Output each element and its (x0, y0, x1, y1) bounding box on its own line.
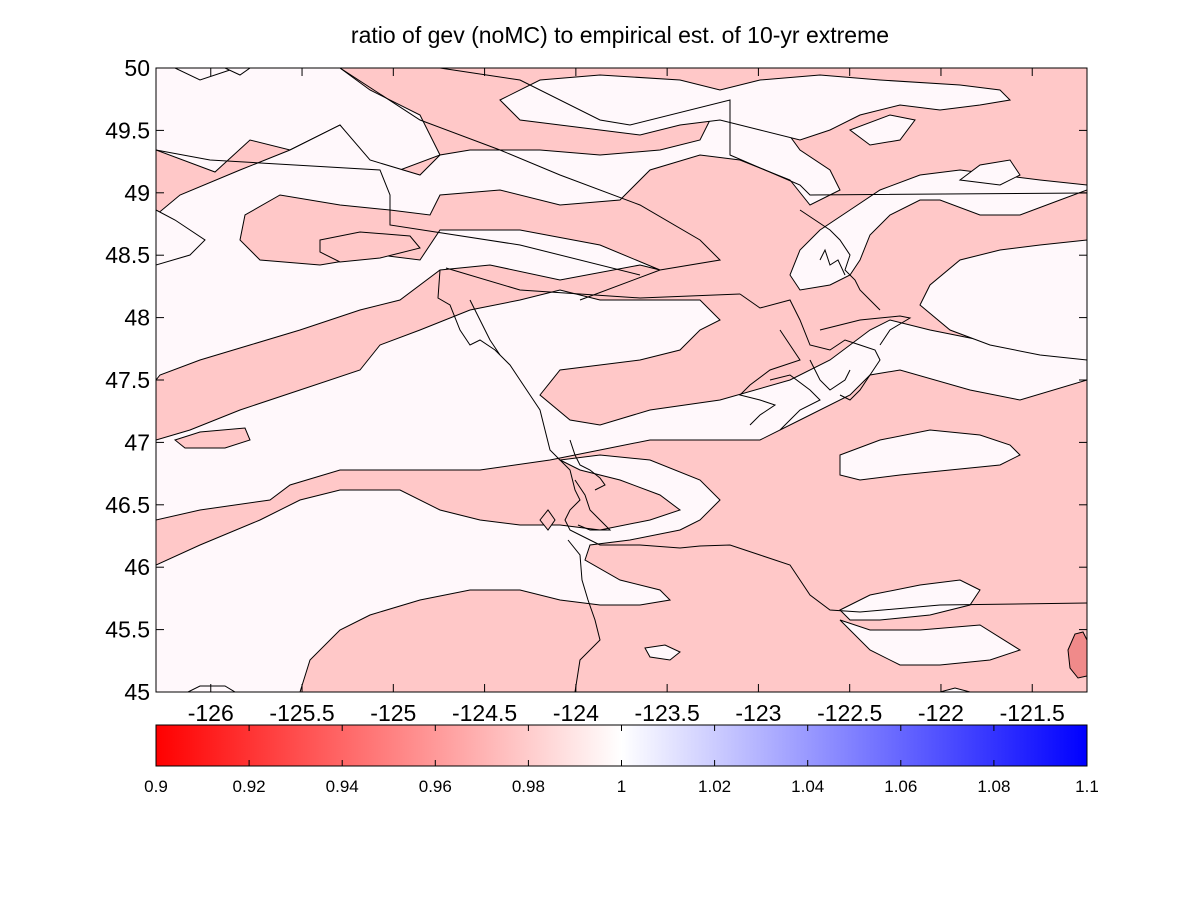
contour-region (187, 685, 236, 692)
y-tick-label: 50 (124, 55, 150, 81)
colorbar-tick-label: 1 (617, 777, 626, 796)
x-tick-label: -125 (370, 700, 416, 726)
contour-region (644, 644, 681, 661)
contour-region (156, 209, 206, 266)
coastline (809, 359, 851, 391)
coastline (574, 479, 612, 531)
coastline (469, 299, 501, 356)
contour-region (939, 687, 971, 692)
border-line (156, 149, 641, 276)
y-axis: 45 45.5 46 46.5 47 47.5 48 48.5 49 49.5 50 (105, 55, 1087, 705)
coastline (569, 439, 606, 491)
y-tick-label: 48 (124, 305, 150, 331)
x-tick-label: -124.5 (452, 700, 517, 726)
colorbar-ticks: 0.9 0.92 0.94 0.96 0.98 1 1.02 1.04 1.06 1.08 1.1 (144, 725, 1099, 796)
contour-region (539, 509, 556, 531)
y-tick-label: 45 (124, 679, 150, 705)
coastline (819, 248, 846, 276)
y-tick-label: 49.5 (105, 117, 150, 143)
x-tick-label: -121.5 (1000, 700, 1065, 726)
x-tick-label: -123.5 (635, 700, 700, 726)
contour-region (958, 159, 1021, 186)
coastline (799, 209, 881, 311)
y-tick-label: 47.5 (105, 367, 150, 393)
x-tick-label: -122.5 (817, 700, 882, 726)
x-tick-label: -125.5 (269, 700, 334, 726)
border-line (445, 267, 741, 299)
coastline (437, 269, 1087, 613)
y-tick-label: 49 (124, 180, 150, 206)
colorbar-tick-label: 0.98 (512, 777, 545, 796)
contour-region (156, 454, 721, 692)
contour-region (839, 429, 1021, 481)
contour-region (156, 94, 841, 381)
y-tick-label: 45.5 (105, 617, 150, 643)
colorbar: 0.9 0.92 0.94 0.96 0.98 1 1.02 1.04 1.06 1.08 1.1 (144, 724, 1099, 796)
x-tick-label: -122 (918, 700, 964, 726)
colorbar-tick-label: 0.94 (326, 777, 359, 796)
y-tick-label: 46 (124, 554, 150, 580)
colorbar-tick-label: 1.1 (1075, 777, 1099, 796)
contour-region (173, 427, 251, 449)
colorbar-tick-label: 1.02 (698, 777, 731, 796)
colorbar-tick-label: 1.06 (884, 777, 917, 796)
coastline (819, 315, 912, 346)
coastline (769, 374, 821, 431)
y-tick-label: 48.5 (105, 242, 150, 268)
coastline (739, 329, 801, 426)
chart-title: ratio of gev (noMC) to empirical est. of… (351, 22, 889, 48)
contour-region (848, 114, 916, 146)
x-axis: -126 -125.5 -125 -124.5 -124 -123.5 -123 -122.5… (188, 68, 1065, 726)
contour-region (224, 68, 251, 76)
colorbar-gradient (155, 724, 1088, 767)
colorbar-tick-label: 0.92 (233, 777, 266, 796)
coastline (567, 539, 601, 692)
contour-region (919, 239, 1087, 361)
colorbar-tick-label: 0.9 (144, 777, 168, 796)
contour-region (839, 619, 1022, 666)
pink-regions (156, 68, 1087, 692)
colorbar-tick-label: 1.04 (791, 777, 824, 796)
contour-region (499, 74, 1012, 141)
map-axes: -126 -125.5 -125 -124.5 -124 -123.5 -123 -122.5… (105, 55, 1088, 726)
coastline-overlay (156, 68, 1087, 692)
contour-region (839, 579, 981, 621)
y-tick-label: 47 (124, 429, 150, 455)
dark-spot (1067, 631, 1087, 679)
border-line (439, 68, 1087, 196)
coastline (739, 293, 881, 401)
contour-region (319, 231, 421, 263)
border-line (339, 68, 722, 301)
colorbar-tick-label: 1.08 (977, 777, 1010, 796)
x-tick-label: -124 (553, 700, 599, 726)
x-tick-label: -126 (188, 700, 234, 726)
colorbar-tick-label: 0.96 (419, 777, 452, 796)
y-tick-label: 46.5 (105, 492, 150, 518)
x-tick-label: -123 (735, 700, 781, 726)
